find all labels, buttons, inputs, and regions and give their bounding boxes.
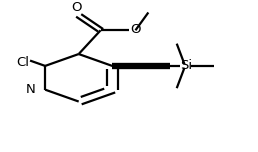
Text: O: O	[130, 23, 141, 36]
Text: O: O	[71, 1, 81, 14]
Text: N: N	[26, 83, 36, 96]
Text: Si: Si	[180, 59, 192, 72]
Text: Cl: Cl	[17, 56, 30, 69]
